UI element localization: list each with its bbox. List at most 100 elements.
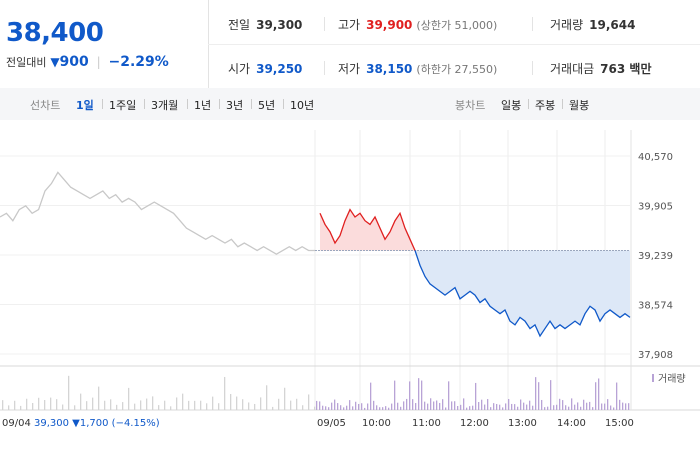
volume-bar [625,403,627,410]
current-price: 38,400 [6,18,104,48]
volume-bar [424,401,426,410]
volume-bar [104,400,106,410]
tab-1day[interactable]: 1일 [76,99,94,112]
divider [102,99,103,109]
volume-bar [86,401,88,410]
divider [144,99,145,109]
change-label: 전일대비 [6,56,47,69]
tab-3month[interactable]: 3개월 [151,99,179,112]
volume-bar [442,399,444,410]
y-axis-labels: 40,570 39,905 39,239 38,574 37,908 [638,152,673,361]
volume-bar [427,403,429,410]
x-tick-label: 13:00 [508,418,537,429]
y-tick-label: 39,239 [638,251,673,262]
volume-bar [553,405,555,410]
chart-lines [0,171,631,338]
x-axis-labels: 09/04 39,300 ▼1,700 (−4.15%) 09/05 10:00 11:… [2,418,634,429]
volume-bar [14,400,16,410]
volume-bar [284,387,286,410]
volume-bar [32,403,34,410]
volume-bar [170,406,172,410]
intraday-chart: 40,570 39,905 39,239 38,574 37,908 09/04 39,3… [0,120,700,450]
volume-bar [508,398,510,410]
volume-bar [541,399,543,410]
volume-bar [574,404,576,410]
tab-monthly-candle[interactable]: 월봉 [569,99,590,112]
volume-bar [346,405,348,410]
line-chart-label: 선차트 [30,99,61,112]
area-fill-down [415,250,630,336]
volume-bar [493,403,495,410]
tab-1week[interactable]: 1주일 [109,99,137,112]
volume-bar [601,403,603,410]
series-line-today-down [414,250,631,338]
volume-bar [628,403,630,410]
volume-bar [308,394,310,410]
volume-bar [20,405,22,410]
volume-bar [544,407,546,410]
volume-bar [224,376,226,410]
volume-bar [361,403,363,410]
volume-bar [152,396,154,410]
volume-bar [394,380,396,410]
volume-bar [188,400,190,410]
volume-bar [550,380,552,410]
volume-bar [460,404,462,410]
x-tick-label: 11:00 [412,418,441,429]
stat-label: 시가 [228,62,251,76]
volume-bar [517,406,519,410]
tab-10year[interactable]: 10년 [290,99,315,112]
volume-bar [56,399,58,410]
volume-bar [616,382,618,410]
tab-5year[interactable]: 5년 [258,99,276,112]
stat-high: 고가 39,900 (상한가 51,000) [338,16,497,33]
stat-value: 763 백만 [600,62,652,76]
volume-bar [212,396,214,410]
volume-bar [116,404,118,410]
volume-bar [122,402,124,410]
volume-bar [481,399,483,410]
volume-bar [436,400,438,410]
candle-chart-label: 봉차트 [455,99,486,112]
volume-bar [484,404,486,410]
volume-bar [92,397,94,410]
volume-bar [589,401,591,410]
stat-label: 거래량 [550,18,584,32]
tab-weekly-candle[interactable]: 주봉 [535,99,556,112]
volume-bar [562,400,564,410]
volume-bar [382,407,384,410]
volume-bars [2,375,630,410]
volume-bar [349,400,351,410]
volume-bar [146,398,148,410]
volume-bar [62,404,64,410]
change-percent: −2.29% [108,54,169,70]
volume-bar [529,400,531,410]
volume-bar [568,406,570,410]
tab-3year[interactable]: 3년 [226,99,244,112]
volume-bar [607,399,609,410]
volume-bar [433,401,435,410]
volume-bar [98,386,100,410]
volume-bar [158,405,160,410]
volume-bar [472,405,474,410]
tab-1year[interactable]: 1년 [194,99,212,112]
volume-bar [499,404,501,410]
volume-bar [278,398,280,410]
divider [528,99,529,109]
stat-value: 39,300 [256,18,303,32]
tab-daily-candle[interactable]: 일봉 [501,99,522,112]
volume-bar [421,380,423,410]
volume-bar [80,393,82,410]
series-line-prev-day [0,171,315,255]
volume-bar [331,402,333,410]
volume-bar [337,403,339,410]
stat-label: 전일 [228,18,251,32]
volume-bar [322,405,324,410]
volume-bar [236,396,238,410]
volume-bar [610,405,612,410]
volume-bar [565,405,567,410]
volume-bar [140,400,142,410]
volume-bar [164,400,166,410]
divider [251,99,252,109]
volume-bar [523,402,525,410]
